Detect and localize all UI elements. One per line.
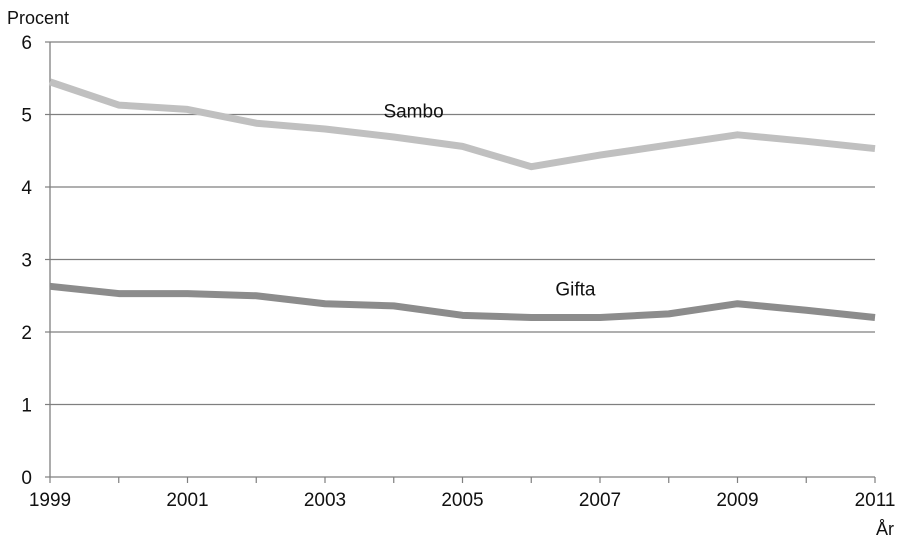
y-tick-label: 3 (21, 251, 32, 272)
y-tick-label: 1 (21, 396, 32, 417)
y-tick-label: 2 (21, 323, 32, 344)
x-tick-label: 2003 (304, 490, 346, 511)
x-tick-labels: 1999 2001 2003 2005 2007 2009 2011 (29, 490, 896, 511)
series-line-gifta (49, 282, 876, 321)
x-tick-label: 2007 (579, 490, 621, 511)
y-tick-label: 0 (21, 468, 32, 489)
series-label-gifta: Gifta (555, 280, 596, 301)
x-tick-label: 2009 (716, 490, 758, 511)
x-axis-title: År (876, 519, 894, 539)
y-tick-labels: 0 1 2 3 4 5 6 (21, 33, 32, 489)
x-tick-label: 2011 (855, 490, 896, 511)
y-tick-label: 5 (21, 106, 32, 127)
series-label-sambo: Sambo (383, 101, 443, 122)
series-lines: Sambo Gifta (48, 78, 876, 321)
y-tick-label: 6 (21, 33, 32, 54)
y-axis-title: Procent (7, 8, 69, 28)
x-tick-marks (49, 477, 876, 483)
x-tick-label: 2001 (166, 490, 208, 511)
x-tick-label: 1999 (29, 490, 71, 511)
gridlines (45, 41, 875, 478)
x-tick-label: 2005 (441, 490, 483, 511)
series-line-sambo (48, 78, 876, 171)
y-tick-label: 4 (21, 178, 32, 199)
